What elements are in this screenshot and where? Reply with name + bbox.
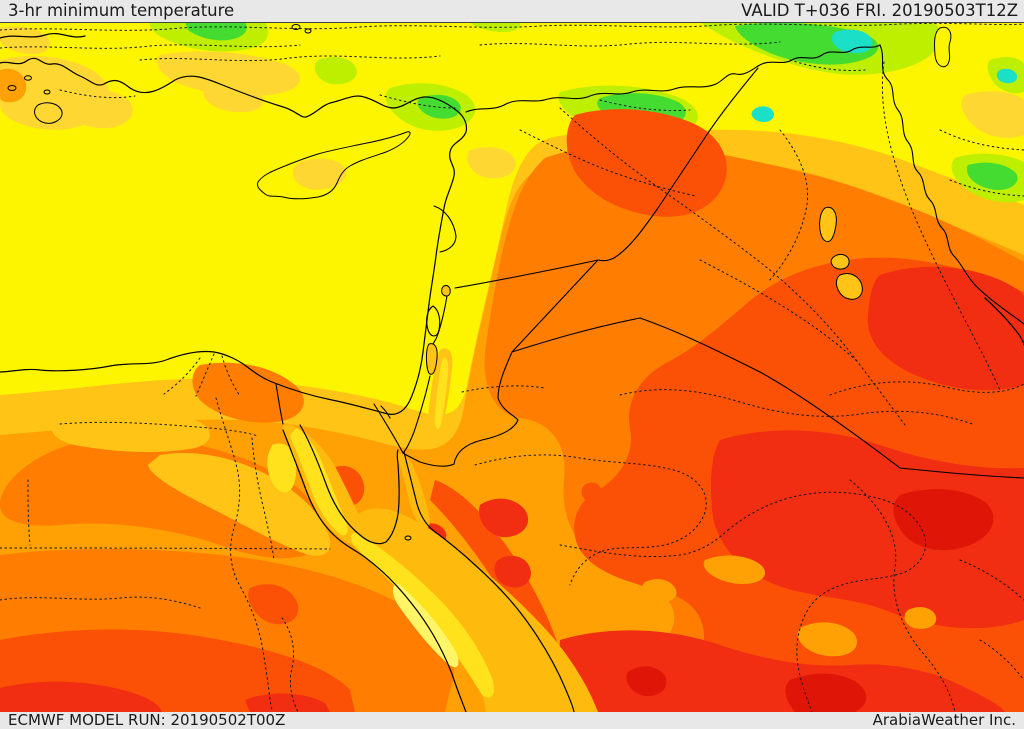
lake-urmia [934, 26, 952, 68]
turkish-lake [304, 28, 312, 34]
cyprus-coastline [257, 131, 411, 200]
turkey-iraq-border [757, 44, 881, 67]
temp-deep-red-cores [626, 489, 994, 712]
gaza-strip [380, 405, 391, 419]
header-bar: 3-hr minimum temperature VALID T+036 FRI… [0, 0, 1024, 22]
temperature-map-svg [0, 22, 1024, 712]
dotted-admin-lines [0, 22, 1024, 712]
red-sea-yellow-band [290, 428, 494, 698]
iran-iraq-border [879, 44, 1024, 325]
israel-egypt-border [373, 403, 404, 454]
map-title: 3-hr minimum temperature [8, 0, 235, 20]
cool-highland-yellow-patches [267, 357, 449, 493]
iraq-saudi-border [511, 317, 1024, 479]
aegean-islands [7, 24, 412, 541]
cyprus-island [257, 131, 411, 200]
wadi-araba-border [402, 375, 431, 454]
west-bank-outline [426, 305, 441, 337]
small-island [7, 85, 17, 91]
lake-habbaniyah [830, 253, 850, 270]
saudi-red-sea-coast [403, 451, 575, 712]
footer-bar: ECMWF MODEL RUN: 20190502T00Z ArabiaWeat… [0, 712, 1024, 729]
egypt-red-sea-coast [282, 429, 467, 712]
temp-red-blobs [0, 266, 1024, 712]
jordan-iraq-border [511, 259, 599, 353]
temperature-map [0, 22, 1024, 712]
provider-label: ArabiaWeather Inc. [872, 711, 1016, 729]
coastlines [0, 33, 1024, 712]
sea-of-galilee [441, 285, 451, 297]
sinai-coast [299, 424, 400, 545]
temp-pale-amber-patches [0, 26, 1024, 179]
temp-orange-islands [641, 555, 937, 657]
country-borders [275, 44, 1024, 479]
jordan-saudi-border [402, 351, 519, 467]
rhodes-island [34, 102, 63, 124]
lake-razzaza [835, 273, 863, 300]
valid-time-label: VALID T+036 FRI. 20190503T12Z [741, 0, 1018, 20]
small-island [24, 75, 32, 81]
lake-tharthar [819, 206, 837, 243]
red-sea-pale-core [392, 583, 459, 668]
aegean-coast [0, 33, 86, 39]
turkish-lake [291, 24, 301, 30]
lebanon-border [433, 205, 457, 253]
lakes [426, 26, 952, 375]
cyprus-warm-patch [292, 158, 347, 190]
tiran-island [404, 535, 412, 541]
turkey-syria-border [465, 65, 759, 113]
dead-sea [426, 343, 438, 375]
syria-jordan-border [454, 259, 599, 289]
model-run-label: ECMWF MODEL RUN: 20190502T00Z [8, 711, 286, 729]
syria-iraq-border [597, 67, 759, 262]
small-island [43, 89, 51, 95]
suez-canal [275, 383, 284, 425]
mediterranean-coast [0, 57, 468, 415]
